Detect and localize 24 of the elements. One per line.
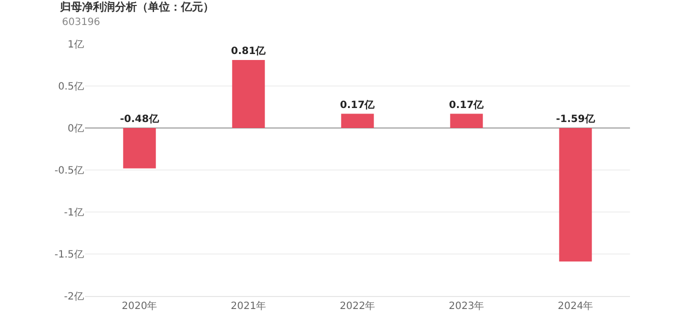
x-tick-label: 2020年 — [122, 300, 158, 312]
y-tick-label: -2亿 — [64, 292, 84, 302]
bar — [123, 128, 156, 168]
x-tick-label: 2022年 — [340, 300, 376, 312]
y-tick-label: 1亿 — [68, 40, 84, 50]
data-label: -0.48亿 — [120, 113, 160, 125]
bar — [232, 60, 265, 128]
y-tick-label: -1亿 — [64, 208, 84, 218]
y-tick-label: -1.5亿 — [54, 250, 84, 260]
chart-title: 归母净利润分析（单位：亿元） — [59, 0, 214, 14]
x-tick-label: 2021年 — [230, 300, 266, 312]
data-label: 0.17亿 — [340, 99, 376, 111]
x-tick-label: 2024年 — [558, 300, 594, 312]
data-label: -1.59亿 — [556, 113, 596, 125]
y-tick-label: 0亿 — [68, 124, 84, 134]
chart-subtitle: 603196 — [62, 17, 100, 28]
bar — [450, 114, 483, 128]
x-tick-label: 2023年 — [448, 300, 484, 312]
y-tick-label: 0.5亿 — [58, 82, 84, 92]
bar — [559, 128, 592, 262]
data-label: 0.81亿 — [231, 45, 267, 57]
bar — [341, 114, 374, 128]
y-tick-label: -0.5亿 — [54, 166, 84, 176]
data-label: 0.17亿 — [449, 99, 485, 111]
